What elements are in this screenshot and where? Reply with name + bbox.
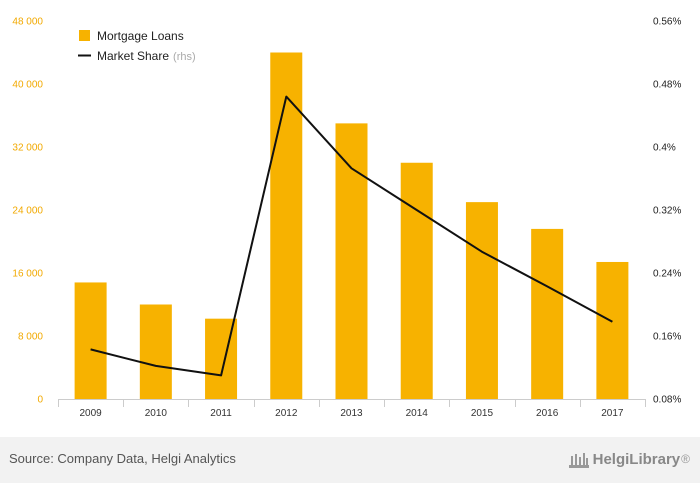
helgi-library-logo[interactable]: HelgiLibrary ®: [568, 447, 690, 471]
bar-mortgage-loans-2012: [270, 52, 303, 399]
x-tick-label: 2012: [275, 408, 298, 419]
x-tick-label: 2010: [145, 408, 168, 419]
legend-label-mortgage-loans: Mortgage Loans: [97, 29, 184, 43]
y-left-tick-label: 32 000: [12, 143, 43, 154]
library-building-icon: [568, 453, 589, 468]
bar-mortgage-loans-2015: [465, 202, 498, 399]
logo-registered: ®: [681, 452, 690, 466]
y-left-tick-label: 40 000: [12, 80, 43, 91]
legend-market-share-name: Market Share: [97, 49, 169, 63]
x-tick-label: 2011: [210, 408, 232, 419]
legend-label-market-share: Market Share (rhs): [97, 49, 196, 63]
y-left-tick-label: 48 000: [12, 17, 43, 28]
y-right-tick-label: 0.08%: [653, 395, 681, 406]
y-left-tick-label: 0: [37, 395, 43, 406]
y-right-tick-label: 0.56%: [653, 17, 681, 28]
y-right-tick-label: 0.24%: [653, 269, 681, 280]
legend-swatch-mortgage-loans: [79, 30, 90, 41]
x-tick-label: 2013: [340, 408, 363, 419]
bar-mortgage-loans-2009: [74, 282, 107, 399]
bar-mortgage-loans-2017: [596, 261, 629, 399]
source-text: Source: Company Data, Helgi Analytics: [9, 451, 236, 466]
x-tick-label: 2015: [471, 408, 494, 419]
footer: Source: Company Data, Helgi Analytics He…: [0, 437, 700, 483]
x-tick-label: 2017: [601, 408, 624, 419]
bar-mortgage-loans-2014: [400, 162, 433, 399]
bar-mortgage-loans-2010: [139, 304, 172, 399]
y-right-tick-label: 0.48%: [653, 80, 681, 91]
y-left-tick-label: 24 000: [12, 206, 43, 217]
x-tick-label: 2014: [406, 408, 429, 419]
legend-market-share-rhs: (rhs): [173, 51, 196, 63]
y-right-tick-label: 0.16%: [653, 332, 681, 343]
y-right-tick-label: 0.4%: [653, 143, 676, 154]
x-tick-label: 2009: [79, 408, 102, 419]
y-left-tick-label: 16 000: [12, 269, 43, 280]
combo-chart: 0 8 000 16 000 24 000 32 000 40 000 48 000 0.08…: [12, 17, 681, 420]
y-left-tick-label: 8 000: [18, 332, 43, 343]
bar-mortgage-loans-2016: [531, 228, 564, 399]
bar-mortgage-loans-2013: [335, 123, 368, 399]
x-tick-label: 2016: [536, 408, 559, 419]
logo-text: HelgiLibrary: [592, 450, 681, 468]
y-right-tick-label: 0.32%: [653, 206, 681, 217]
